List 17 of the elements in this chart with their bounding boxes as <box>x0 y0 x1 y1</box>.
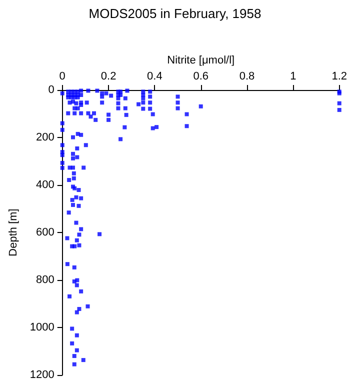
x-tick-label: 1.2 <box>332 70 348 82</box>
y-tick-label: 200 <box>36 132 54 144</box>
y-tick-label: 800 <box>36 274 54 286</box>
x-tick-label: 1 <box>290 70 296 82</box>
y-tick-label: 400 <box>36 179 54 191</box>
x-tick-label: 0.4 <box>147 70 162 82</box>
x-tick-label: 0.2 <box>100 70 116 82</box>
y-tick-label: 600 <box>36 226 54 238</box>
chart-title: MODS2005 in February, 1958 <box>88 6 262 21</box>
y-tick-label: 1000 <box>30 322 54 334</box>
y-axis-title: Depth [m] <box>8 208 20 256</box>
y-tick-label: 0 <box>48 84 54 96</box>
x-tick-label: 0 <box>59 70 66 82</box>
x-axis-title: Nitrite [μmol/l] <box>167 54 235 67</box>
y-tick-label: 1200 <box>30 369 54 381</box>
x-tick-label: 0.8 <box>239 70 255 82</box>
x-tick-label: 0.6 <box>193 70 209 82</box>
